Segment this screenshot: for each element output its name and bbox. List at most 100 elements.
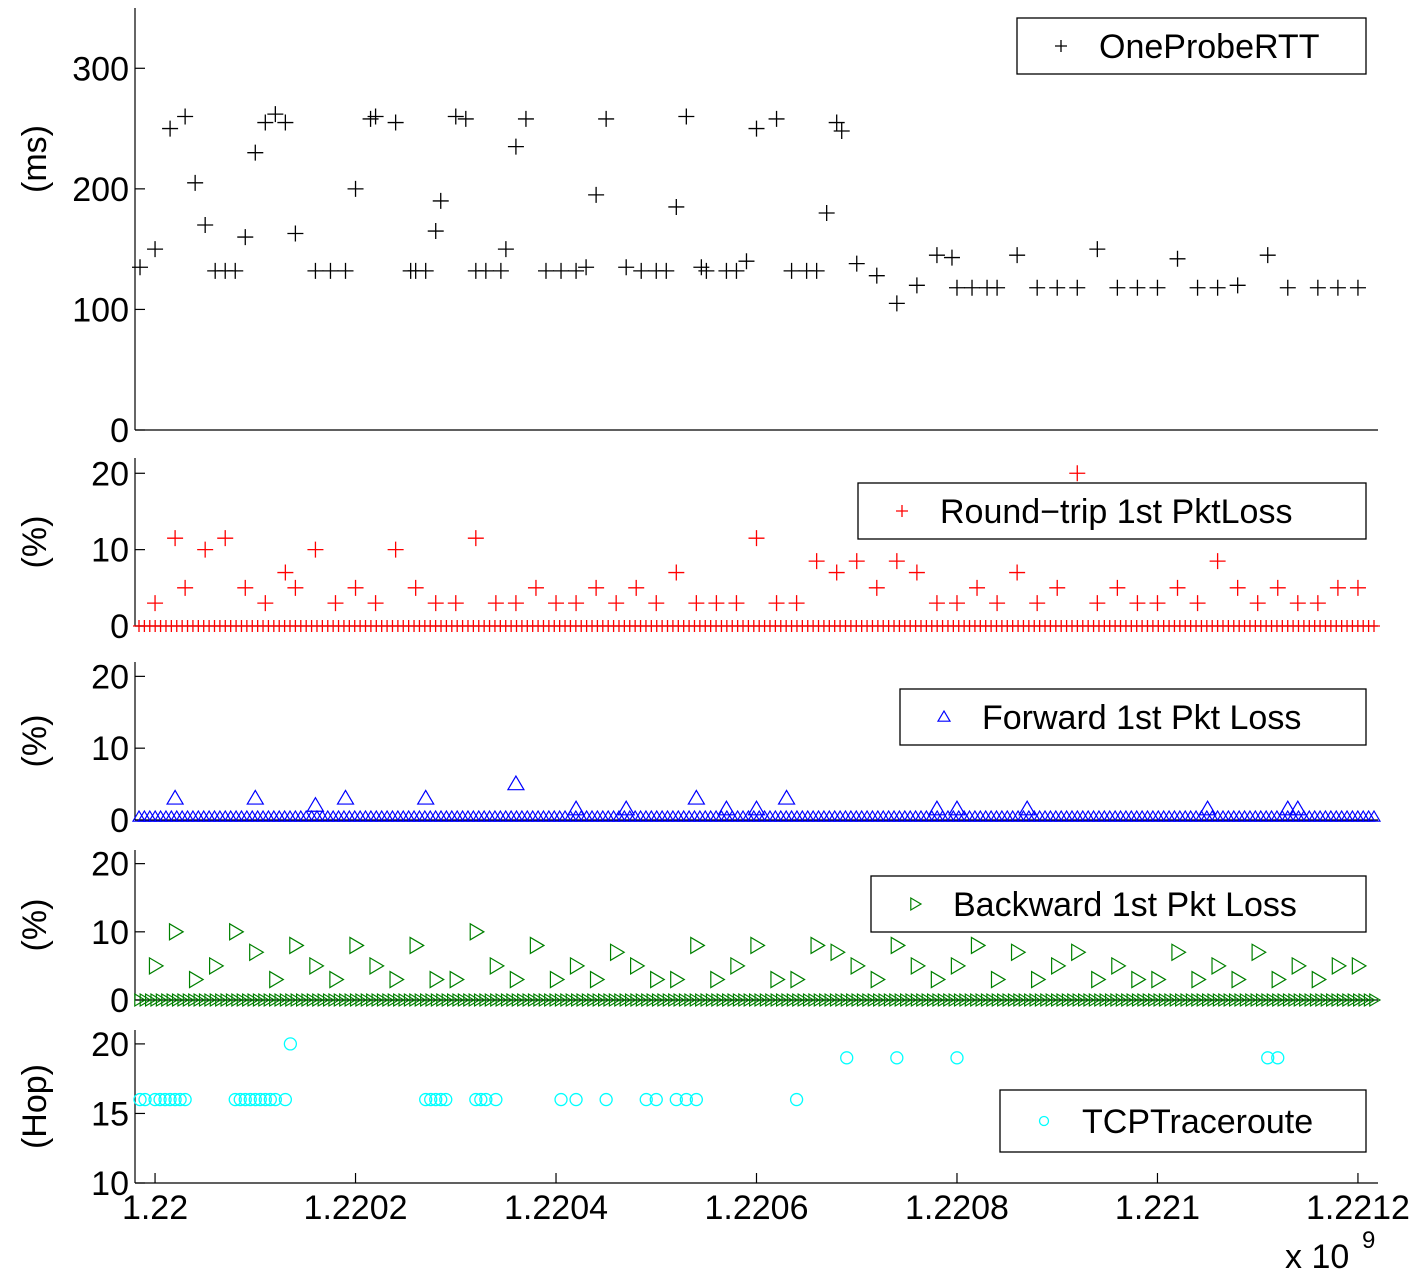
data-point (964, 279, 981, 296)
data-point (1331, 956, 1348, 975)
data-point (168, 1092, 182, 1107)
data-point (670, 970, 686, 989)
y-axis-label: (%) (16, 715, 54, 768)
data-point (1229, 277, 1246, 294)
data-point (609, 943, 626, 962)
data-point (728, 595, 745, 612)
data-point (830, 943, 846, 962)
data-point (948, 595, 965, 612)
data-point (449, 970, 465, 989)
data-point (928, 247, 945, 264)
data-point (868, 579, 885, 596)
data-point (678, 108, 695, 125)
data-point (469, 922, 486, 941)
data-point (1211, 956, 1227, 975)
data-point (177, 108, 194, 125)
y-tick-label: 0 (110, 608, 129, 646)
x-scale-label: x 10 (1285, 1238, 1349, 1276)
data-point (419, 1092, 433, 1107)
data-point (717, 800, 736, 816)
data-point (1009, 564, 1026, 581)
legend-box (870, 875, 1367, 933)
data-point (1189, 595, 1206, 612)
data-point (427, 223, 444, 240)
legend-marker (1055, 40, 1067, 52)
data-point (249, 943, 265, 962)
data-point (1089, 241, 1106, 258)
data-point (389, 970, 405, 989)
y-tick-label: 100 (72, 291, 129, 329)
data-point (650, 970, 666, 989)
data-point (439, 1092, 453, 1107)
data-point (429, 1092, 443, 1107)
data-point (1029, 279, 1046, 296)
data-point (479, 1092, 493, 1107)
data-point (569, 1092, 583, 1107)
data-point (369, 956, 385, 975)
data-point (307, 262, 324, 279)
data-point (133, 1092, 147, 1107)
data-point (417, 262, 434, 279)
legend-box (899, 688, 1367, 746)
data-point (287, 225, 304, 242)
data-point (1279, 279, 1296, 296)
data-point (943, 249, 960, 266)
data-point (322, 262, 339, 279)
data-point (243, 1092, 257, 1107)
data-point (748, 530, 765, 547)
data-point (783, 262, 800, 279)
data-point (569, 956, 586, 975)
y-tick-label: 20 (91, 846, 129, 884)
data-point (1209, 553, 1226, 570)
data-point (277, 114, 294, 131)
y-tick-label: 0 (110, 412, 129, 450)
data-point (1231, 970, 1247, 989)
data-point (162, 120, 179, 137)
data-point (770, 970, 786, 989)
data-point (1029, 595, 1046, 612)
data-point (166, 789, 185, 805)
data-point (930, 970, 947, 989)
data-point (890, 1051, 904, 1065)
data-point (868, 267, 885, 284)
baseline-point (1368, 620, 1380, 632)
data-point (1049, 279, 1066, 296)
data-point (553, 262, 570, 279)
data-point (434, 1092, 448, 1107)
data-point (537, 262, 554, 279)
x-tick-label: 1.2202 (304, 1189, 408, 1227)
data-point (163, 1092, 177, 1107)
x-tick-label: 1.2204 (504, 1189, 608, 1227)
data-point (608, 595, 625, 612)
data-point (890, 936, 907, 955)
data-point (138, 1092, 152, 1107)
data-point (648, 595, 665, 612)
data-point (1251, 943, 1267, 962)
y-axis-label: (ms) (16, 125, 54, 193)
data-point (407, 579, 424, 596)
legend-marker (896, 505, 908, 517)
data-point (238, 1092, 252, 1107)
data-point (948, 279, 965, 296)
data-point (153, 1092, 167, 1107)
data-point (1129, 595, 1146, 612)
data-point (147, 241, 164, 258)
data-point (367, 595, 384, 612)
data-point (633, 262, 650, 279)
data-point (1229, 579, 1246, 596)
data-point (367, 108, 384, 125)
y-tick-label: 10 (91, 532, 129, 570)
data-point (730, 956, 746, 975)
data-point (132, 259, 149, 276)
data-point (187, 174, 204, 191)
data-point (1109, 279, 1126, 296)
data-point (1089, 595, 1106, 612)
data-point (257, 114, 274, 131)
data-point (947, 800, 967, 816)
y-axis-label: (%) (16, 516, 54, 569)
data-point (283, 1037, 298, 1051)
data-point (833, 122, 850, 139)
x-scale-exponent: 9 (1362, 1227, 1375, 1254)
data-point (197, 541, 214, 558)
data-point (269, 970, 285, 989)
